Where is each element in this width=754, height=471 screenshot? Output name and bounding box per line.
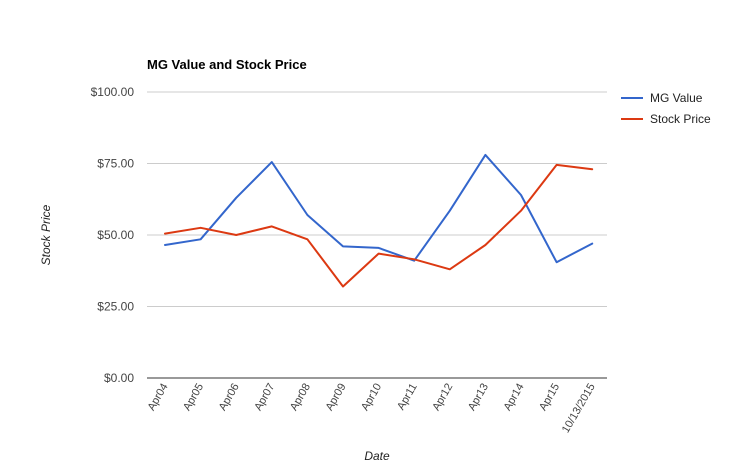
- y-tick-label: $75.00: [97, 157, 134, 171]
- legend-label: MG Value: [650, 91, 703, 105]
- y-tick-label: $0.00: [104, 371, 134, 385]
- y-axis-label: Stock Price: [39, 204, 53, 265]
- y-tick-label: $25.00: [97, 300, 134, 314]
- legend: MG Value Stock Price: [621, 91, 711, 126]
- series-lines: [164, 153, 594, 288]
- legend-label: Stock Price: [650, 112, 711, 126]
- y-axis-ticks: $0.00 $25.00 $50.00 $75.00 $100.00: [91, 85, 135, 385]
- series-line-stock-price: [164, 163, 594, 288]
- series-line-mg-value: [164, 153, 594, 264]
- y-tick-label: $100.00: [91, 85, 135, 99]
- x-axis-label: Date: [364, 449, 390, 463]
- y-tick-label: $50.00: [97, 228, 134, 242]
- gridlines: [147, 91, 607, 307]
- chart-title: MG Value and Stock Price: [147, 57, 307, 72]
